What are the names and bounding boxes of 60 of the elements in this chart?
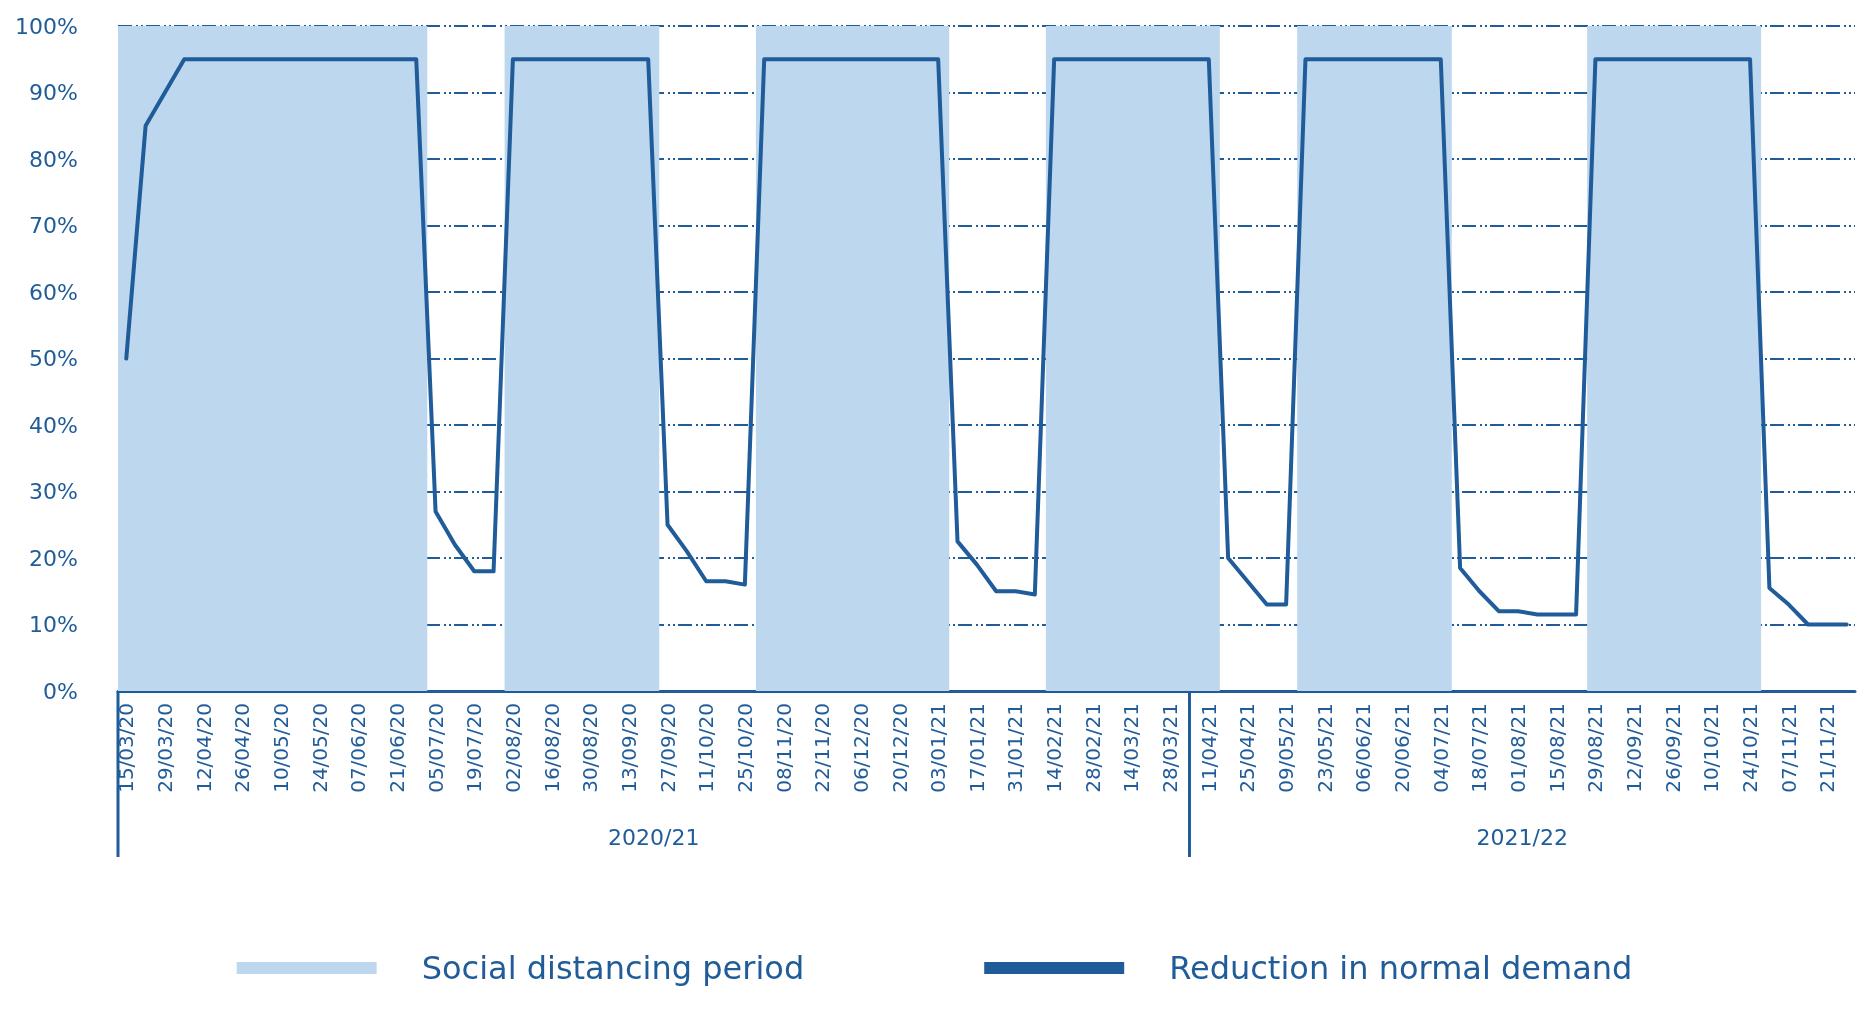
x-tick-label: 17/01/21 bbox=[964, 703, 989, 793]
x-tick-label: 02/08/20 bbox=[500, 703, 525, 793]
x-tick-label: 23/05/21 bbox=[1312, 703, 1337, 793]
x-tick-label: 15/08/21 bbox=[1544, 703, 1569, 793]
x-tick-label: 29/03/20 bbox=[152, 703, 177, 793]
y-tick-label: 50% bbox=[29, 346, 78, 371]
x-tick-label: 11/10/20 bbox=[694, 703, 719, 793]
x-tick-label: 22/11/20 bbox=[810, 703, 835, 793]
x-tick-label: 14/02/21 bbox=[1042, 703, 1067, 793]
x-tick-label: 21/11/21 bbox=[1815, 703, 1840, 793]
x-tick-label: 09/05/21 bbox=[1274, 703, 1299, 793]
y-tick-label: 100% bbox=[15, 13, 78, 39]
x-tick-label: 03/01/21 bbox=[926, 703, 951, 793]
text: 2020/21 bbox=[608, 824, 700, 850]
x-tick-label: 10/05/20 bbox=[268, 703, 293, 793]
y-tick-label: 20% bbox=[29, 545, 78, 571]
x-tick-label: 25/10/20 bbox=[732, 703, 757, 793]
x-tick-label: 11/04/21 bbox=[1196, 703, 1221, 793]
y-tick-label: 90% bbox=[29, 80, 78, 105]
y-tick-label: 40% bbox=[29, 412, 78, 438]
x-tick-label: 07/06/20 bbox=[346, 703, 371, 793]
y-tick-label: 0% bbox=[43, 678, 78, 704]
x-tick-label: 27/09/20 bbox=[655, 703, 680, 793]
x-tick-label: 08/11/20 bbox=[771, 703, 796, 793]
x-tick-label: 14/03/21 bbox=[1119, 703, 1144, 793]
x-tick-label: 01/08/21 bbox=[1506, 703, 1531, 793]
legend-label: Reduction in normal demand bbox=[1169, 949, 1633, 987]
x-tick-label: 16/08/20 bbox=[539, 703, 564, 793]
x-tick-label: 31/01/21 bbox=[1003, 703, 1028, 793]
x-tick-label: 20/12/20 bbox=[887, 703, 912, 793]
x-tick-label: 15/03/20 bbox=[114, 703, 139, 793]
x-tick-label: 18/07/21 bbox=[1467, 703, 1492, 793]
x-tick-label: 30/08/20 bbox=[578, 703, 603, 793]
x-tick-label: 10/10/21 bbox=[1699, 703, 1724, 793]
x-tick-label: 12/04/20 bbox=[191, 703, 216, 793]
legend-label: Social distancing period bbox=[421, 949, 805, 987]
x-tick-label: 07/11/21 bbox=[1776, 703, 1801, 793]
x-tick-label: 12/09/21 bbox=[1622, 703, 1647, 793]
x-tick-label: 28/02/21 bbox=[1080, 703, 1105, 793]
x-tick-label: 28/03/21 bbox=[1158, 703, 1183, 793]
x-tick-label: 24/05/20 bbox=[307, 703, 332, 793]
y-tick-label: 10% bbox=[29, 612, 78, 637]
x-tick-label: 19/07/20 bbox=[462, 703, 487, 793]
x-tick-label: 26/04/20 bbox=[230, 703, 255, 793]
text: 2021/22 bbox=[1476, 824, 1568, 850]
x-tick-label: 21/06/20 bbox=[384, 703, 409, 793]
x-tick-label: 05/07/20 bbox=[423, 703, 448, 793]
x-tick-label: 13/09/20 bbox=[616, 703, 641, 793]
x-tick-label: 04/07/21 bbox=[1428, 703, 1453, 793]
y-tick-label: 30% bbox=[29, 479, 78, 504]
y-tick-label: 80% bbox=[29, 146, 78, 172]
y-tick-label: 70% bbox=[29, 213, 78, 238]
y-tick-label: 60% bbox=[29, 279, 78, 305]
x-tick-label: 20/06/21 bbox=[1390, 703, 1415, 793]
x-tick-label: 26/09/21 bbox=[1660, 703, 1685, 793]
x-tick-label: 29/08/21 bbox=[1583, 703, 1608, 793]
x-tick-label: 24/10/21 bbox=[1738, 703, 1763, 793]
x-tick-label: 25/04/21 bbox=[1235, 703, 1260, 793]
x-tick-label: 06/06/21 bbox=[1351, 703, 1376, 793]
x-tick-label: 06/12/20 bbox=[848, 703, 873, 793]
